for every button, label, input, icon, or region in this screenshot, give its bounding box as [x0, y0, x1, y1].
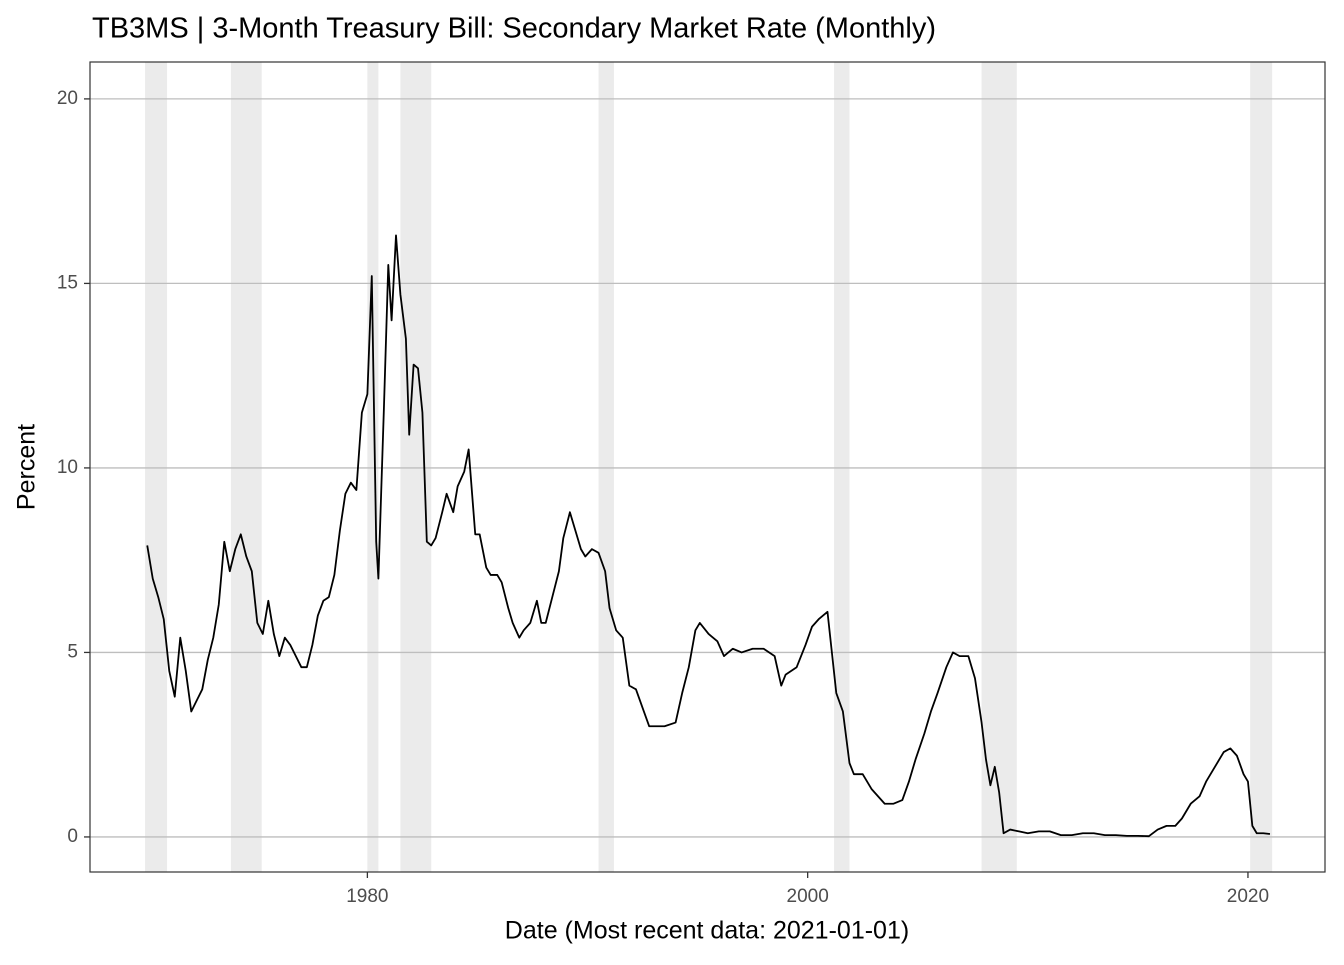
recession-band: [230, 62, 262, 872]
y-axis-label: Percent: [13, 424, 41, 510]
x-axis-label: Date (Most recent data: 2021-01-01): [505, 917, 909, 945]
recession-band: [400, 62, 432, 872]
x-tick-label: 2000: [787, 886, 829, 907]
y-tick-label: 15: [57, 272, 78, 293]
y-tick-label: 20: [57, 88, 78, 109]
y-tick-label: 5: [67, 641, 78, 662]
chart-title: TB3MS | 3-Month Treasury Bill: Secondary…: [92, 13, 936, 45]
y-tick-label: 0: [67, 826, 78, 847]
x-tick-label: 1980: [346, 886, 388, 907]
panel-border: [89, 61, 1326, 873]
recession-band: [1250, 62, 1273, 872]
data-line: [146, 234, 1271, 838]
recession-band: [834, 62, 850, 872]
recession-band: [981, 62, 1017, 872]
x-tick-label: 2020: [1227, 886, 1269, 907]
recession-band: [367, 62, 379, 872]
recession-band: [598, 62, 614, 872]
y-tick-label: 10: [57, 457, 78, 478]
recession-band: [145, 62, 168, 872]
